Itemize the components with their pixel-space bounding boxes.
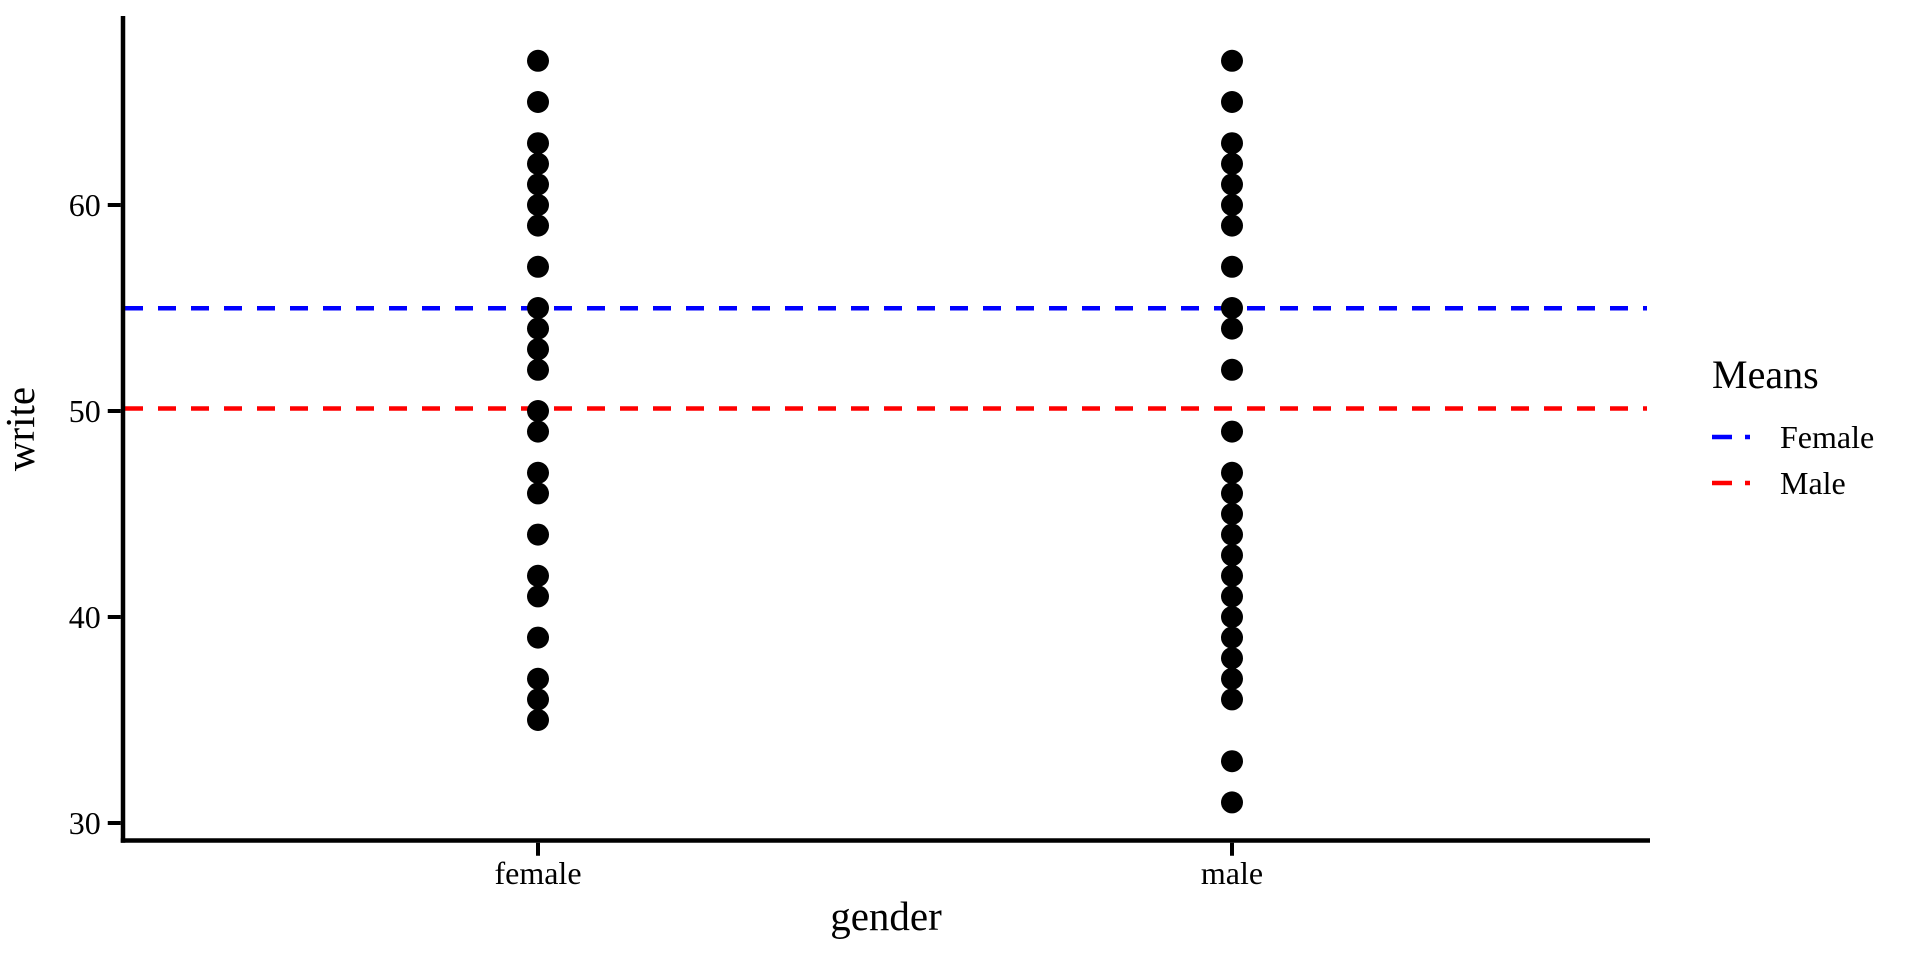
data-point-male-57 — [1221, 255, 1243, 278]
data-point-female-46 — [527, 482, 549, 505]
data-point-female-35 — [527, 709, 549, 731]
y-axis-title: write — [0, 387, 43, 471]
data-point-female-42 — [527, 564, 549, 587]
data-point-male-60 — [1221, 194, 1243, 216]
data-point-male-47 — [1221, 461, 1243, 484]
y-tick-label-40: 40 — [69, 599, 101, 635]
data-point-male-33 — [1221, 750, 1243, 773]
data-point-female-49 — [527, 420, 549, 443]
y-tick-label-50: 50 — [69, 393, 101, 429]
data-point-female-61 — [527, 173, 549, 196]
data-point-male-46 — [1221, 482, 1243, 505]
data-point-male-39 — [1221, 626, 1243, 649]
y-tick-label-30: 30 — [69, 805, 101, 841]
legend-label-male: Male — [1780, 465, 1846, 501]
data-point-male-54 — [1221, 317, 1243, 340]
data-point-male-61 — [1221, 173, 1243, 196]
x-tick-label-female: female — [494, 855, 581, 891]
data-point-female-55 — [527, 297, 549, 319]
data-point-male-38 — [1221, 647, 1243, 670]
data-point-female-63 — [527, 132, 549, 155]
data-point-male-40 — [1221, 606, 1243, 628]
data-point-male-36 — [1221, 688, 1243, 711]
data-point-male-62 — [1221, 152, 1243, 175]
data-point-female-36 — [527, 688, 549, 711]
data-point-male-65 — [1221, 91, 1243, 113]
data-point-female-52 — [527, 358, 549, 381]
data-point-male-55 — [1221, 297, 1243, 319]
data-point-female-47 — [527, 461, 549, 484]
data-point-female-62 — [527, 152, 549, 175]
data-point-male-52 — [1221, 358, 1243, 381]
data-point-male-43 — [1221, 544, 1243, 567]
data-point-female-59 — [527, 214, 549, 237]
data-point-female-41 — [527, 585, 549, 608]
legend-title: Means — [1712, 352, 1819, 397]
data-point-male-37 — [1221, 667, 1243, 690]
data-point-female-39 — [527, 626, 549, 649]
data-point-female-44 — [527, 523, 549, 546]
data-point-male-67 — [1221, 49, 1243, 72]
x-tick-label-male: male — [1201, 855, 1263, 891]
data-point-female-50 — [527, 400, 549, 422]
data-point-female-57 — [527, 255, 549, 278]
data-point-female-53 — [527, 338, 549, 361]
data-point-female-37 — [527, 667, 549, 690]
data-point-female-60 — [527, 194, 549, 216]
data-point-male-44 — [1221, 523, 1243, 546]
data-point-female-65 — [527, 91, 549, 113]
data-point-male-45 — [1221, 503, 1243, 525]
data-point-female-67 — [527, 49, 549, 72]
data-point-male-63 — [1221, 132, 1243, 155]
x-axis-title: gender — [830, 893, 942, 939]
data-point-male-49 — [1221, 420, 1243, 443]
data-point-male-31 — [1221, 791, 1243, 814]
legend-label-female: Female — [1780, 419, 1874, 455]
y-tick-label-60: 60 — [69, 187, 101, 223]
data-point-male-41 — [1221, 585, 1243, 608]
data-point-female-54 — [527, 317, 549, 340]
data-point-male-59 — [1221, 214, 1243, 237]
data-point-male-42 — [1221, 564, 1243, 587]
